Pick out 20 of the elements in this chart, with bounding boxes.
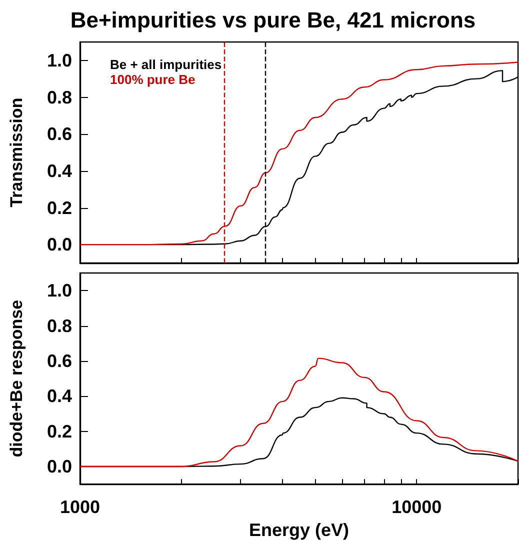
y-tick-label: 0.0 [46, 456, 72, 477]
x-tick-label: 10000 [392, 497, 442, 518]
x-axis-title: Energy (eV) [248, 520, 350, 540]
y-tick-label: 1.0 [46, 280, 72, 301]
x-tick-label: 1000 [60, 497, 100, 518]
y-tick-label: 0.8 [46, 87, 72, 108]
y-tick-label: 1.0 [46, 50, 72, 70]
y-axis-title: Transmission [7, 98, 26, 208]
y-axis-title: diode+Be response [7, 300, 26, 458]
y-tick-label: 0.6 [46, 350, 72, 371]
text: Be + all impurities [110, 57, 222, 72]
y-tick-label: 0.4 [46, 386, 72, 406]
y-tick-label: 0.2 [46, 198, 72, 218]
y-tick-label: 0.8 [46, 316, 72, 336]
y-tick-label: 0.4 [46, 160, 72, 181]
y-tick-label: 0.2 [46, 421, 72, 442]
y-tick-label: 0.0 [46, 234, 72, 255]
text: 100% pure Be [110, 72, 196, 87]
y-tick-label: 0.6 [46, 124, 72, 144]
chart-title: Be+impurities vs pure Be, 421 microns [70, 8, 476, 32]
